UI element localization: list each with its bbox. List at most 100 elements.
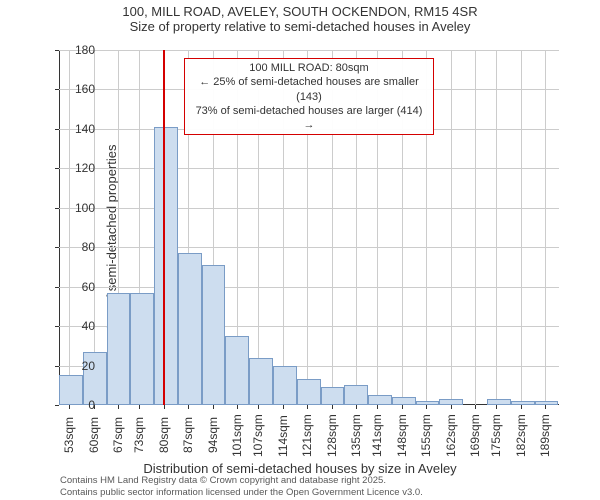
- hgrid-line: [59, 168, 559, 169]
- histogram-bar: [249, 358, 273, 405]
- y-tick-mark: [55, 326, 59, 327]
- x-tick-mark: [426, 405, 427, 409]
- y-tick-label: 40: [82, 319, 95, 333]
- annotation-line3: 73% of semi-detached houses are larger (…: [190, 104, 428, 133]
- x-tick-mark: [307, 405, 308, 409]
- y-tick-mark: [55, 405, 59, 406]
- histogram-bar: [321, 387, 345, 405]
- x-tick-label: 189sqm: [538, 417, 552, 457]
- x-tick-label: 101sqm: [230, 417, 244, 457]
- x-tick-mark: [521, 405, 522, 409]
- x-tick-mark: [258, 405, 259, 409]
- hgrid-line: [59, 247, 559, 248]
- histogram-bar: [273, 366, 297, 405]
- histogram-bar: [225, 336, 249, 405]
- x-tick-mark: [237, 405, 238, 409]
- histogram-bar: [368, 395, 392, 405]
- x-tick-mark: [139, 405, 140, 409]
- x-tick-label: 53sqm: [62, 417, 76, 457]
- y-tick-mark: [55, 129, 59, 130]
- histogram-bar: [439, 399, 463, 405]
- histogram-bar: [107, 293, 131, 405]
- footer: Contains HM Land Registry data © Crown c…: [60, 475, 423, 498]
- x-tick-label: 169sqm: [468, 417, 482, 457]
- x-tick-label: 135sqm: [349, 417, 363, 457]
- histogram-bar: [154, 127, 178, 405]
- x-tick-mark: [118, 405, 119, 409]
- annotation-line1: 100 MILL ROAD: 80sqm: [190, 61, 428, 75]
- x-tick-mark: [164, 405, 165, 409]
- y-tick-mark: [55, 208, 59, 209]
- x-axis-label: Distribution of semi-detached houses by …: [143, 461, 456, 476]
- histogram-bar: [392, 397, 416, 405]
- x-tick-label: 162sqm: [444, 417, 458, 457]
- x-tick-label: 87sqm: [181, 417, 195, 457]
- x-tick-mark: [356, 405, 357, 409]
- y-tick-label: 160: [75, 82, 95, 96]
- histogram-bar: [59, 375, 83, 405]
- y-tick-label: 80: [82, 240, 95, 254]
- x-tick-mark: [545, 405, 546, 409]
- histogram-bar: [297, 379, 321, 405]
- histogram-bar: [202, 265, 226, 405]
- histogram-bar: [511, 401, 535, 405]
- x-tick-label: 114sqm: [276, 417, 290, 457]
- x-tick-mark: [188, 405, 189, 409]
- hgrid-line: [59, 208, 559, 209]
- x-tick-label: 141sqm: [370, 417, 384, 457]
- plot-area: 100 MILL ROAD: 80sqm← 25% of semi-detach…: [59, 50, 559, 405]
- x-tick-mark: [377, 405, 378, 409]
- x-tick-mark: [402, 405, 403, 409]
- x-tick-label: 128sqm: [325, 417, 339, 457]
- vgrid-line: [451, 50, 452, 405]
- y-tick-mark: [55, 247, 59, 248]
- x-tick-mark: [475, 405, 476, 409]
- y-tick-label: 120: [75, 161, 95, 175]
- hgrid-line: [59, 50, 559, 51]
- footer-line1: Contains HM Land Registry data © Crown c…: [60, 475, 423, 486]
- x-tick-label: 175sqm: [489, 417, 503, 457]
- y-tick-mark: [55, 50, 59, 51]
- y-tick-mark: [55, 287, 59, 288]
- x-tick-label: 94sqm: [206, 417, 220, 457]
- x-tick-mark: [69, 405, 70, 409]
- histogram-bar: [344, 385, 368, 405]
- x-tick-label: 107sqm: [251, 417, 265, 457]
- x-tick-label: 121sqm: [300, 417, 314, 457]
- x-tick-label: 67sqm: [111, 417, 125, 457]
- histogram-bar: [130, 293, 154, 405]
- vgrid-line: [475, 50, 476, 405]
- hgrid-line: [59, 287, 559, 288]
- y-tick-label: 100: [75, 201, 95, 215]
- y-tick-label: 140: [75, 122, 95, 136]
- vgrid-line: [545, 50, 546, 405]
- y-tick-label: 20: [82, 359, 95, 373]
- property-marker-line: [163, 50, 165, 405]
- y-tick-mark: [55, 168, 59, 169]
- chart-container: 100, MILL ROAD, AVELEY, SOUTH OCKENDON, …: [0, 0, 600, 500]
- x-tick-label: 60sqm: [87, 417, 101, 457]
- x-tick-mark: [213, 405, 214, 409]
- title-line2: Size of property relative to semi-detach…: [0, 19, 600, 34]
- y-tick-label: 0: [88, 398, 95, 412]
- vgrid-line: [69, 50, 70, 405]
- x-tick-mark: [332, 405, 333, 409]
- y-axis: [59, 50, 60, 405]
- vgrid-line: [521, 50, 522, 405]
- x-tick-mark: [283, 405, 284, 409]
- histogram-bar: [178, 253, 202, 405]
- x-tick-label: 73sqm: [132, 417, 146, 457]
- y-tick-mark: [55, 89, 59, 90]
- x-tick-label: 80sqm: [157, 417, 171, 457]
- annotation-line2: ← 25% of semi-detached houses are smalle…: [190, 75, 428, 104]
- x-tick-mark: [496, 405, 497, 409]
- x-tick-label: 148sqm: [395, 417, 409, 457]
- footer-line2: Contains public sector information licen…: [60, 487, 423, 498]
- y-tick-label: 60: [82, 280, 95, 294]
- histogram-bar: [487, 399, 511, 405]
- title-block: 100, MILL ROAD, AVELEY, SOUTH OCKENDON, …: [0, 0, 600, 34]
- x-tick-label: 155sqm: [419, 417, 433, 457]
- histogram-bar: [535, 401, 559, 405]
- vgrid-line: [496, 50, 497, 405]
- histogram-bar: [416, 401, 440, 405]
